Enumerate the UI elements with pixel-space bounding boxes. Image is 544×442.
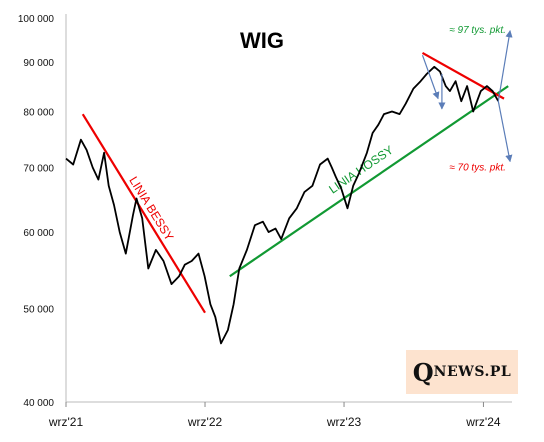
x-axis: wrz'21 wrz'22 wrz'23 wrz'24	[48, 401, 512, 429]
y-tick-label: 50 000	[23, 304, 54, 315]
logo-rest: NEWS.PL	[433, 364, 512, 380]
y-tick-label: 70 000	[23, 163, 54, 174]
y-axis: 40 000 50 000 60 000 70 000 80 000 90 000 100 …	[18, 14, 67, 409]
y-tick-label: 40 000	[23, 398, 54, 409]
x-tick-label: wrz'21	[48, 415, 84, 429]
projection-arrow	[497, 101, 513, 163]
annotations: ≈ 97 tys. pkt. ≈ 70 tys. pkt.	[449, 25, 506, 174]
projection-arrow	[497, 30, 513, 102]
x-tick-label: wrz'23	[326, 415, 362, 429]
x-tick-label: wrz'24	[465, 415, 501, 429]
x-tick-label: wrz'22	[187, 415, 223, 429]
logo-q: Q	[412, 357, 434, 387]
series-layer	[65, 65, 500, 345]
y-tick-label: 90 000	[23, 58, 54, 69]
trend-line	[81, 113, 206, 314]
annotation-label: ≈ 70 tys. pkt.	[449, 162, 506, 173]
y-tick-label: 80 000	[23, 108, 54, 119]
trend-line	[421, 51, 505, 100]
y-tick-label: 60 000	[23, 228, 54, 239]
qnews-logo: Q NEWS.PL	[406, 350, 518, 394]
series-line	[65, 65, 500, 345]
y-tick-label: 100 000	[18, 14, 55, 25]
chart-title: WIG	[240, 28, 284, 53]
trend-line	[229, 85, 509, 278]
annotation-label: ≈ 97 tys. pkt.	[449, 25, 506, 36]
down-arrow	[421, 55, 440, 100]
projection-arrows	[421, 30, 513, 163]
